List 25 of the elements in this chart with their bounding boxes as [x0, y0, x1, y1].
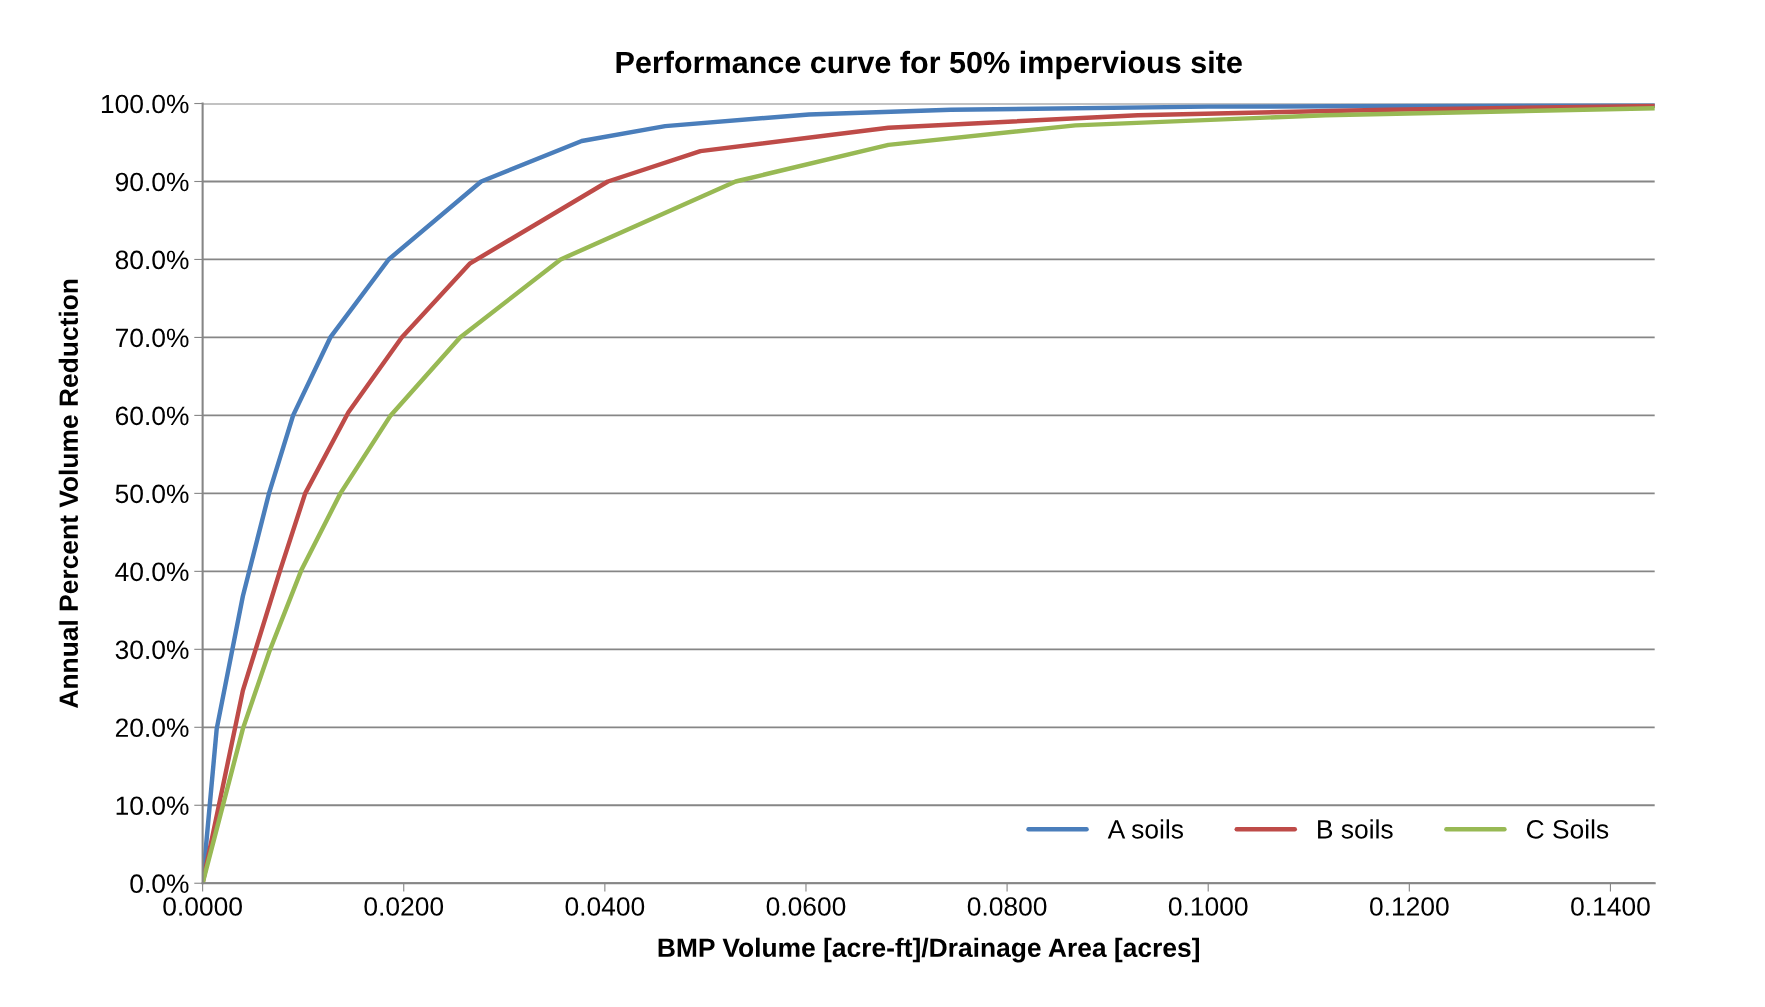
- x-tick-label: 0.0400: [565, 897, 645, 916]
- y-tick-label: 60.0%: [115, 406, 189, 426]
- x-tick-label: 0.0000: [163, 897, 242, 916]
- y-tick-label: 20.0%: [115, 718, 189, 738]
- y-tick-label: 80.0%: [115, 250, 189, 270]
- y-tick-label: 10.0%: [116, 796, 189, 816]
- x-tick-label: 0.0600: [766, 897, 846, 916]
- legend-label: A soils: [1107, 819, 1183, 839]
- x-tick-label: 0.0200: [364, 897, 444, 916]
- y-tick-label: 90.0%: [115, 172, 189, 192]
- y-tick-label: 100.0%: [101, 94, 189, 114]
- chart-title: Performance curve for 50% impervious site: [616, 50, 1242, 80]
- y-tick-label: 0.0%: [130, 874, 189, 894]
- legend-label: B soils: [1318, 819, 1393, 839]
- x-tick-label: 0.1000: [1168, 897, 1248, 916]
- legend-label: C Soils: [1526, 819, 1609, 839]
- y-axis-title: Annual Percent Volume Reduction: [58, 279, 79, 709]
- y-tick-label: 70.0%: [115, 328, 189, 348]
- y-tick-label: 40.0%: [115, 562, 189, 582]
- x-tick-label: 0.1200: [1370, 897, 1449, 916]
- y-tick-label: 50.0%: [115, 484, 189, 504]
- x-tick-label: 0.0800: [967, 897, 1047, 916]
- x-tick-label: 0.1400: [1571, 897, 1650, 916]
- x-axis-title: BMP Volume [acre-ft]/Drainage Area [acres]: [658, 937, 1199, 963]
- y-tick-label: 30.0%: [115, 640, 189, 660]
